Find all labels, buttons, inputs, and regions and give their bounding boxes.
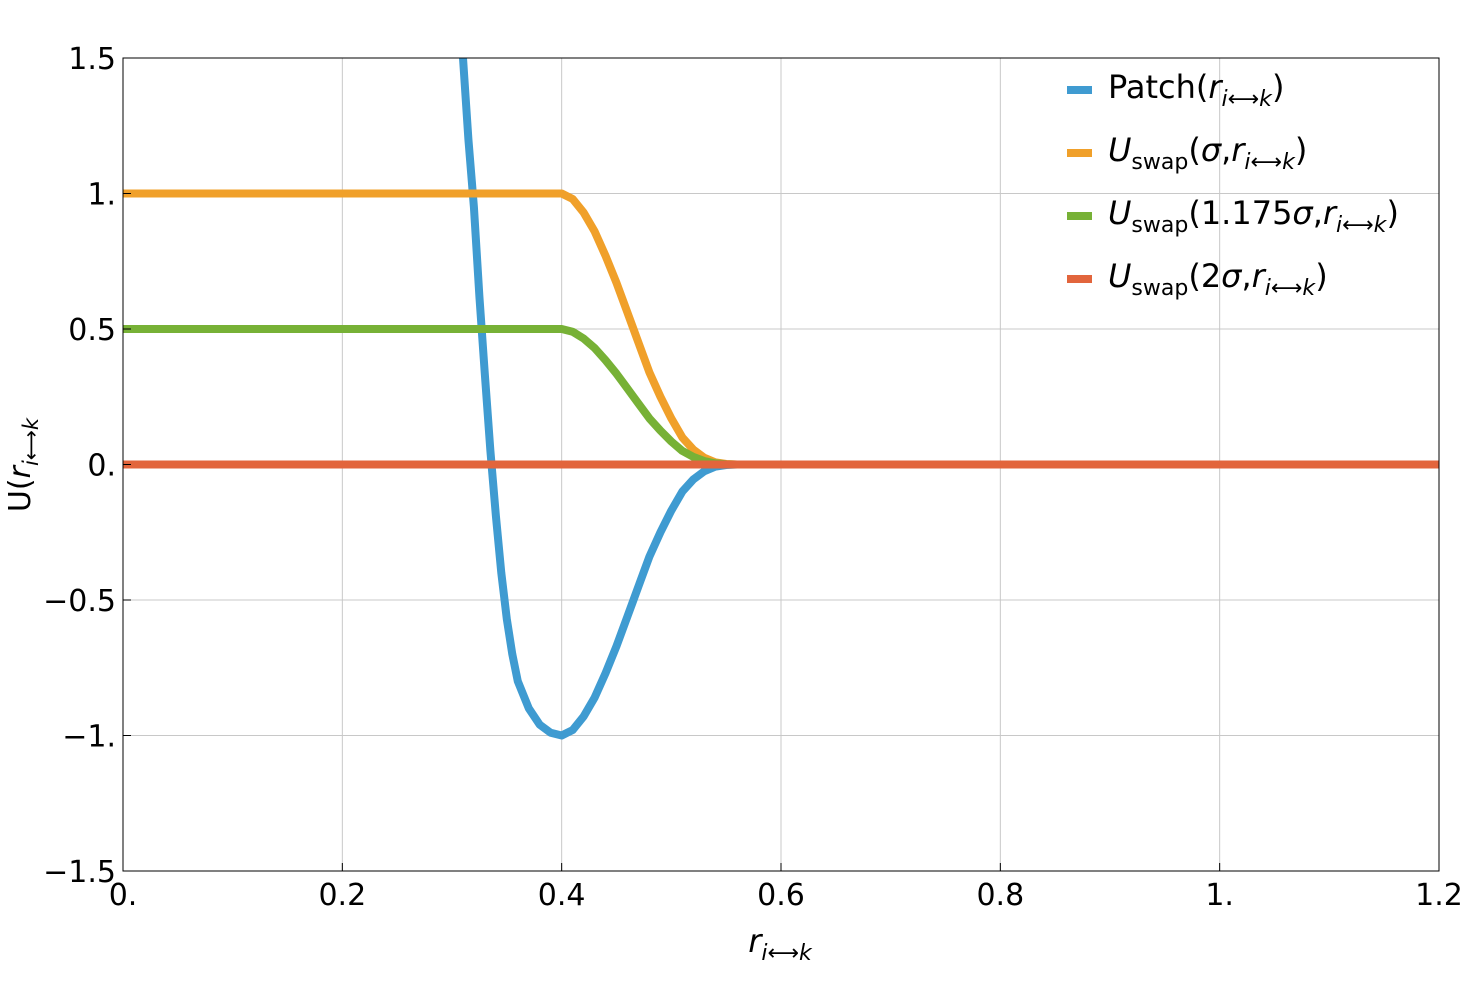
- x-axis-label: ri⟷k: [748, 922, 813, 966]
- x-tick-label: 1.: [1205, 878, 1234, 913]
- y-tick-label: 0.: [87, 449, 116, 484]
- y-tick-label: −1.5: [43, 855, 116, 890]
- legend-entry-1: Patch(ri⟷k): [1108, 68, 1284, 112]
- x-tick-label: 0.6: [757, 878, 805, 913]
- x-tick-label: 0.8: [976, 878, 1024, 913]
- legend: Patch(ri⟷k) Uswap(σ,ri⟷k) Uswap(1.175σ,ri⟷…: [1067, 68, 1399, 301]
- y-axis-label-prefix: U(: [3, 478, 38, 512]
- y-tick-label: 1.5: [68, 42, 116, 77]
- y-tick-label: −1.: [62, 720, 116, 755]
- y-axis-label-base: r: [3, 464, 38, 478]
- x-axis-label-base: r: [748, 922, 763, 960]
- x-tick-label: 1.2: [1415, 878, 1463, 913]
- y-axis-ticks: 1.5 1. 0.5 0. −0.5 −1. −1.5: [43, 42, 131, 890]
- y-axis-label: U(ri⟷k: [3, 417, 43, 512]
- y-tick-label: −0.5: [43, 584, 116, 619]
- x-tick-label: 0.: [109, 878, 138, 913]
- legend-entry-2: Uswap(σ,ri⟷k): [1108, 131, 1307, 175]
- y-tick-label: 1.: [87, 178, 116, 213]
- x-tick-label: 0.4: [538, 878, 586, 913]
- x-tick-label: 0.2: [318, 878, 366, 913]
- series-layer: [123, 57, 1439, 740]
- y-tick-label: 0.5: [68, 313, 116, 348]
- y-axis-label-sub: i⟷k: [19, 417, 43, 466]
- legend-entry-4: Uswap(2σ,ri⟷k): [1108, 257, 1328, 301]
- x-axis-label-sub: i⟷k: [761, 941, 813, 966]
- x-axis-ticks: 0. 0.2 0.4 0.6 0.8 1. 1.2: [109, 863, 1463, 913]
- legend-entry-3: Uswap(1.175σ,ri⟷k): [1108, 194, 1399, 238]
